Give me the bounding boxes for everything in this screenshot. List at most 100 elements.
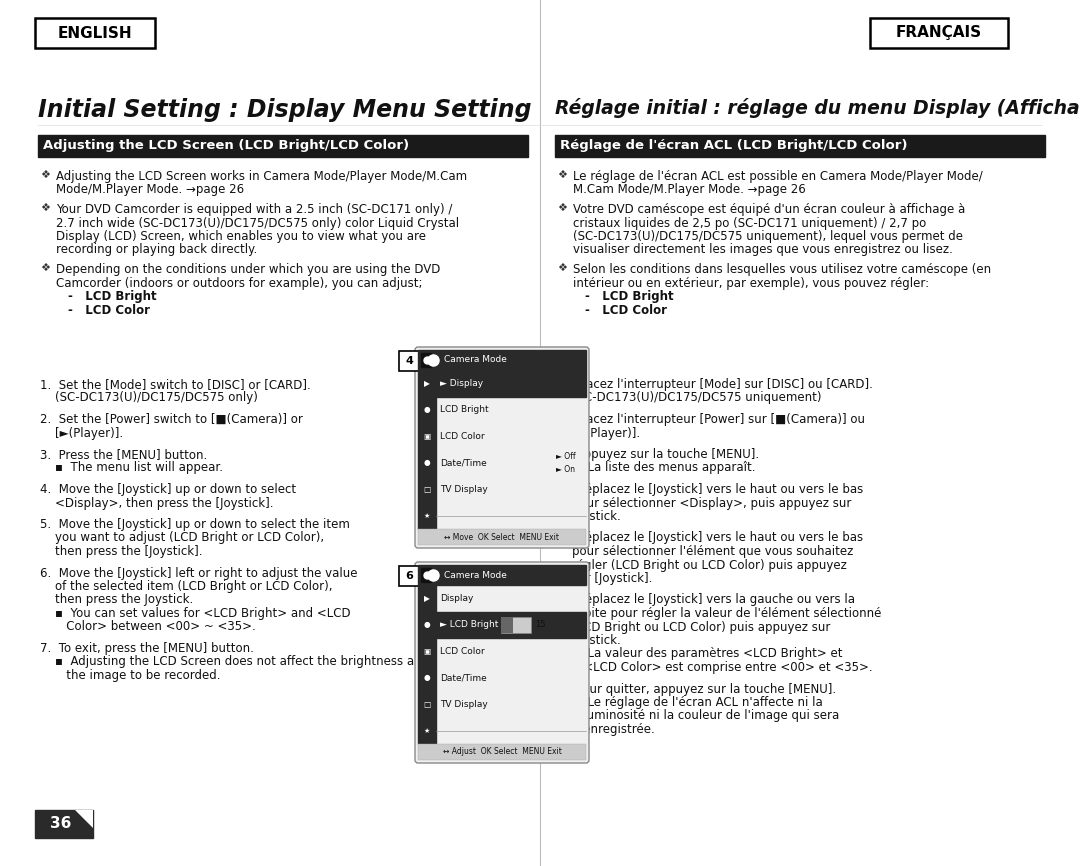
Text: the image to be recorded.: the image to be recorded.	[40, 669, 220, 682]
Text: ▪  Adjusting the LCD Screen does not affect the brightness and color of: ▪ Adjusting the LCD Screen does not affe…	[40, 656, 477, 669]
Text: ❖: ❖	[557, 263, 567, 273]
Text: 3.  Appuyez sur la touche [MENU].: 3. Appuyez sur la touche [MENU].	[557, 448, 759, 461]
Text: ●: ●	[423, 620, 430, 630]
Text: Adjusting the LCD Screen (LCD Bright/LCD Color): Adjusting the LCD Screen (LCD Bright/LCD…	[43, 139, 409, 152]
Text: ► Display: ► Display	[440, 378, 483, 388]
Text: Adjusting the LCD Screen works in Camera Mode/Player Mode/M.Cam: Adjusting the LCD Screen works in Camera…	[56, 170, 468, 183]
Text: Display (LCD) Screen, which enables you to view what you are: Display (LCD) Screen, which enables you …	[56, 230, 426, 243]
Text: -   LCD Bright: - LCD Bright	[68, 290, 157, 303]
Text: 1.  Placez l'interrupteur [Mode] sur [DISC] ou [CARD].: 1. Placez l'interrupteur [Mode] sur [DIS…	[557, 378, 873, 391]
Text: □: □	[423, 485, 431, 494]
FancyBboxPatch shape	[418, 350, 586, 370]
Text: LCD Color: LCD Color	[440, 647, 485, 656]
Text: 2.  Set the [Power] switch to [■(Camera)] or: 2. Set the [Power] switch to [■(Camera)]…	[40, 413, 302, 426]
Text: Camera Mode: Camera Mode	[444, 571, 507, 579]
FancyBboxPatch shape	[399, 351, 419, 371]
Text: 15: 15	[535, 620, 545, 630]
FancyBboxPatch shape	[870, 18, 1008, 48]
Text: Camera Mode: Camera Mode	[444, 356, 507, 365]
Text: sur [Joystick].: sur [Joystick].	[557, 572, 652, 585]
FancyBboxPatch shape	[415, 347, 589, 548]
Text: enregistrée.: enregistrée.	[557, 723, 654, 736]
Text: Depending on the conditions under which you are using the DVD: Depending on the conditions under which …	[56, 263, 441, 276]
Text: -   LCD Bright: - LCD Bright	[585, 290, 674, 303]
Text: ●: ●	[423, 673, 430, 682]
FancyBboxPatch shape	[418, 611, 586, 638]
Text: recording or playing back directly.: recording or playing back directly.	[56, 243, 257, 256]
FancyBboxPatch shape	[418, 664, 436, 691]
FancyBboxPatch shape	[501, 617, 513, 633]
Text: ► LCD Bright: ► LCD Bright	[440, 620, 498, 630]
FancyBboxPatch shape	[418, 691, 436, 718]
FancyBboxPatch shape	[35, 18, 156, 48]
Text: 4: 4	[405, 356, 413, 366]
Text: ▪  Le réglage de l'écran ACL n'affecte ni la: ▪ Le réglage de l'écran ACL n'affecte ni…	[557, 696, 823, 709]
Text: (LCD Bright ou LCD Color) puis appuyez sur: (LCD Bright ou LCD Color) puis appuyez s…	[557, 621, 831, 634]
Text: ❖: ❖	[557, 170, 567, 180]
FancyBboxPatch shape	[418, 502, 436, 529]
Text: cristaux liquides de 2,5 po (SC-DC171 uniquement) / 2,7 po: cristaux liquides de 2,5 po (SC-DC171 un…	[573, 216, 927, 229]
Text: luminosité ni la couleur de l'image qui sera: luminosité ni la couleur de l'image qui …	[557, 709, 839, 722]
Text: Your DVD Camcorder is equipped with a 2.5 inch (SC-DC171 only) /: Your DVD Camcorder is equipped with a 2.…	[56, 203, 453, 216]
Text: régler (LCD Bright ou LCD Color) puis appuyez: régler (LCD Bright ou LCD Color) puis ap…	[557, 559, 847, 572]
Text: ❖: ❖	[557, 203, 567, 213]
Text: then press the Joystick.: then press the Joystick.	[40, 593, 193, 606]
Text: then press the [Joystick].: then press the [Joystick].	[40, 545, 203, 558]
Text: Votre DVD caméscope est équipé d'un écran couleur à affichage à: Votre DVD caméscope est équipé d'un écra…	[573, 203, 966, 216]
FancyBboxPatch shape	[38, 135, 528, 157]
Text: Joystick.: Joystick.	[557, 510, 621, 523]
Text: Le réglage de l'écran ACL est possible en Camera Mode/Player Mode/: Le réglage de l'écran ACL est possible e…	[573, 170, 983, 183]
Text: ↔ Adjust  OK Select  MENU Exit: ↔ Adjust OK Select MENU Exit	[443, 747, 562, 757]
Text: ▪  La valeur des paramètres <LCD Bright> et: ▪ La valeur des paramètres <LCD Bright> …	[557, 648, 842, 661]
Text: 4.  Déplacez le [Joystick] vers le haut ou vers le bas: 4. Déplacez le [Joystick] vers le haut o…	[557, 483, 863, 496]
Text: 2.  Placez l'interrupteur [Power] sur [■(Camera)] ou: 2. Placez l'interrupteur [Power] sur [■(…	[557, 413, 865, 426]
Text: □: □	[423, 700, 431, 708]
FancyBboxPatch shape	[418, 744, 586, 760]
Text: 1.  Set the [Mode] switch to [DISC] or [CARD].: 1. Set the [Mode] switch to [DISC] or [C…	[40, 378, 311, 391]
Text: 2.7 inch wide (SC-DC173(U)/DC175/DC575 only) color Liquid Crystal: 2.7 inch wide (SC-DC173(U)/DC175/DC575 o…	[56, 216, 459, 229]
FancyBboxPatch shape	[418, 638, 436, 664]
Text: ▶: ▶	[424, 378, 430, 388]
Text: ↔ Move  OK Select  MENU Exit: ↔ Move OK Select MENU Exit	[445, 533, 559, 541]
Text: pour sélectionner <Display>, puis appuyez sur: pour sélectionner <Display>, puis appuye…	[557, 496, 851, 509]
Text: 4.  Move the [Joystick] up or down to select: 4. Move the [Joystick] up or down to sel…	[40, 483, 296, 496]
Text: ●: ●	[423, 458, 430, 468]
Text: Réglage de l'écran ACL (LCD Bright/LCD Color): Réglage de l'écran ACL (LCD Bright/LCD C…	[561, 139, 907, 152]
Text: ★: ★	[423, 513, 430, 519]
Text: LCD Color: LCD Color	[440, 432, 485, 441]
Text: ❖: ❖	[40, 263, 50, 273]
Text: [►(Player)].: [►(Player)].	[557, 426, 640, 440]
Text: droite pour régler la valeur de l'élément sélectionné: droite pour régler la valeur de l'élémen…	[557, 607, 881, 620]
Text: <Display>, then press the [Joystick].: <Display>, then press the [Joystick].	[40, 496, 273, 509]
Text: Initial Setting : Display Menu Setting: Initial Setting : Display Menu Setting	[38, 98, 531, 122]
Text: (SC-DC173(U)/DC175/DC575 uniquement), lequel vous permet de: (SC-DC173(U)/DC175/DC575 uniquement), le…	[573, 230, 963, 243]
Text: [►(Player)].: [►(Player)].	[40, 426, 123, 440]
FancyBboxPatch shape	[501, 617, 531, 633]
Text: Mode/M.Player Mode. →page 26: Mode/M.Player Mode. →page 26	[56, 184, 244, 197]
FancyBboxPatch shape	[421, 353, 431, 367]
Text: TV Display: TV Display	[440, 700, 488, 708]
Text: TV Display: TV Display	[440, 485, 488, 494]
Text: 6.  Move the [Joystick] left or right to adjust the value: 6. Move the [Joystick] left or right to …	[40, 566, 357, 579]
Text: FRANÇAIS: FRANÇAIS	[896, 25, 982, 41]
Text: 6.  Déplacez le [Joystick] vers la gauche ou vers la: 6. Déplacez le [Joystick] vers la gauche…	[557, 593, 855, 606]
Text: visualiser directement les images que vous enregistrez ou lisez.: visualiser directement les images que vo…	[573, 243, 953, 256]
FancyBboxPatch shape	[418, 718, 436, 744]
Text: Display: Display	[440, 594, 473, 603]
Text: ▶: ▶	[424, 594, 430, 603]
Text: Color> between <00> ~ <35>.: Color> between <00> ~ <35>.	[40, 621, 256, 634]
Text: ► On: ► On	[556, 465, 575, 474]
Text: -   LCD Color: - LCD Color	[585, 303, 667, 316]
FancyBboxPatch shape	[418, 529, 586, 545]
Text: Selon les conditions dans lesquelles vous utilisez votre caméscope (en: Selon les conditions dans lesquelles vou…	[573, 263, 991, 276]
Text: pour sélectionner l'élément que vous souhaitez: pour sélectionner l'élément que vous sou…	[557, 545, 853, 558]
Text: Camcorder (indoors or outdoors for example), you can adjust;: Camcorder (indoors or outdoors for examp…	[56, 276, 422, 289]
Text: Date/Time: Date/Time	[440, 673, 487, 682]
Text: ★: ★	[423, 727, 430, 734]
Text: M.Cam Mode/M.Player Mode. →page 26: M.Cam Mode/M.Player Mode. →page 26	[573, 184, 806, 197]
Text: 3.  Press the [MENU] button.: 3. Press the [MENU] button.	[40, 448, 207, 461]
FancyBboxPatch shape	[415, 562, 589, 763]
Text: of the selected item (LCD Bright or LCD Color),: of the selected item (LCD Bright or LCD …	[40, 580, 333, 593]
FancyBboxPatch shape	[418, 370, 586, 397]
Text: 6: 6	[405, 571, 413, 581]
